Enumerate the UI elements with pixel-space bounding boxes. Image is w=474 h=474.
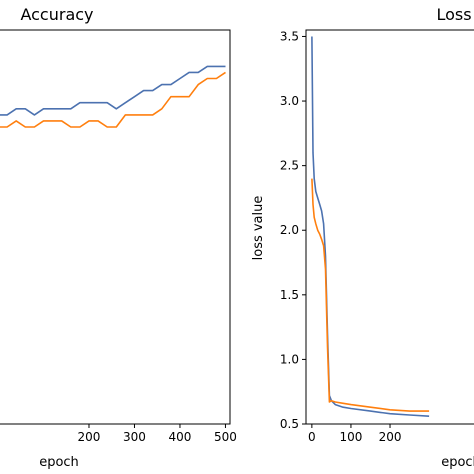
accuracy-title: Accuracy — [20, 5, 93, 24]
accuracy-x-ticks: 200 300 400 500 — [78, 424, 237, 444]
loss-series-1-line — [311, 36, 430, 417]
loss-x-axis-label: epoch — [441, 455, 474, 470]
loss-y-tick-label: 3.0 — [280, 94, 299, 108]
loss-y-tick-label: 2.5 — [280, 159, 299, 173]
loss-series-2-line — [311, 178, 430, 412]
loss-y-tick-label: 0.5 — [280, 417, 299, 431]
accuracy-x-tick-label: 200 — [78, 430, 101, 444]
loss-x-tick-label: 0 — [308, 430, 316, 444]
loss-plot-frame — [305, 29, 474, 425]
accuracy-panel: Accuracy 200 300 400 500 epoch — [0, 5, 237, 470]
accuracy-series-1-line — [0, 65, 226, 116]
loss-x-tick-label: 200 — [379, 430, 402, 444]
loss-series-group — [311, 36, 430, 417]
loss-axis-ticks: 0 100 200 0.5 1.0 1.5 2.0 2.5 3.0 3.5 — [280, 29, 402, 444]
loss-title: Loss — [436, 5, 471, 24]
loss-y-axis-label: loss value — [251, 196, 266, 261]
accuracy-series-2-line — [0, 71, 226, 128]
loss-y-tick-label: 1.0 — [280, 352, 299, 366]
accuracy-x-tick-label: 500 — [214, 430, 237, 444]
accuracy-x-tick-label: 400 — [169, 430, 192, 444]
loss-y-tick-label: 2.0 — [280, 223, 299, 237]
loss-x-tick-label: 100 — [339, 430, 362, 444]
accuracy-x-axis-label: epoch — [39, 455, 79, 470]
accuracy-x-tick-label: 300 — [123, 430, 146, 444]
loss-y-tick-label: 1.5 — [280, 288, 299, 302]
loss-y-tick-label: 3.5 — [280, 29, 299, 43]
accuracy-plot-frame — [0, 29, 231, 425]
accuracy-series-group — [0, 65, 226, 128]
